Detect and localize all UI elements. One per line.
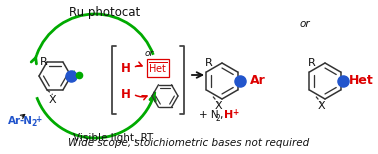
Text: R: R bbox=[40, 57, 48, 67]
Text: -N: -N bbox=[20, 116, 33, 126]
Text: X: X bbox=[215, 101, 222, 111]
Text: Ar: Ar bbox=[250, 75, 266, 87]
Text: X: X bbox=[49, 95, 56, 105]
Text: 2: 2 bbox=[31, 120, 36, 128]
Text: +: + bbox=[232, 108, 238, 117]
Text: R: R bbox=[308, 58, 315, 68]
Text: or: or bbox=[145, 49, 154, 59]
Text: H: H bbox=[121, 61, 131, 75]
Text: Visible light, RT: Visible light, RT bbox=[73, 133, 153, 143]
Text: H: H bbox=[224, 110, 233, 120]
Text: Wide scope, stoichiometric bases not required: Wide scope, stoichiometric bases not req… bbox=[68, 138, 310, 148]
Text: + N: + N bbox=[199, 110, 218, 120]
Text: 2: 2 bbox=[215, 114, 220, 123]
Text: R: R bbox=[204, 58, 212, 68]
Text: or: or bbox=[300, 19, 310, 29]
Text: +: + bbox=[35, 116, 41, 124]
Text: Het: Het bbox=[349, 75, 373, 87]
Text: Ru photocat: Ru photocat bbox=[70, 6, 141, 19]
Text: ,: , bbox=[220, 110, 227, 120]
Text: Ar: Ar bbox=[8, 116, 21, 126]
Text: H: H bbox=[121, 87, 131, 101]
Text: $\overline{\mathrm{Het}}$: $\overline{\mathrm{Het}}$ bbox=[149, 61, 167, 75]
Text: X: X bbox=[318, 101, 325, 111]
